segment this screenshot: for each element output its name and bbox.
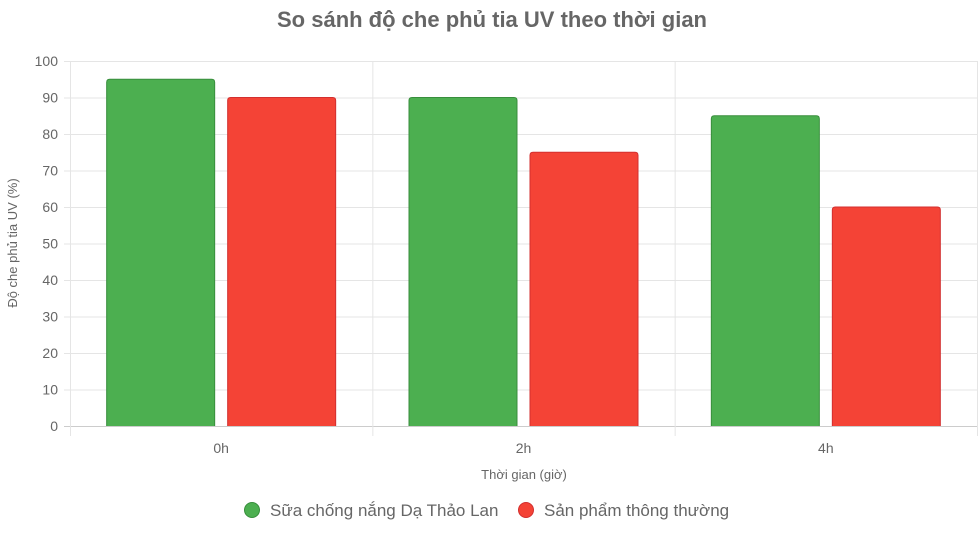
y-tick-label: 80	[42, 126, 58, 142]
bar-4h-series-1	[710, 115, 820, 426]
legend: Sữa chống nắng Dạ Thảo Lan Sản phẩm thông…	[244, 501, 729, 520]
y-tick-label: 20	[42, 345, 58, 361]
bar-2h-series-2	[529, 151, 639, 426]
bar-2h-series-1	[408, 97, 518, 426]
y-axis-label: Độ che phủ tia UV (%)	[5, 178, 20, 307]
x-tick-label: 2h	[516, 440, 532, 456]
bar-0h-series-2	[227, 97, 337, 426]
y-tick-label: 70	[42, 163, 58, 179]
y-tick-label: 10	[42, 382, 58, 398]
legend-marker-icon	[518, 502, 534, 518]
y-tick-label: 0	[50, 418, 58, 434]
legend-marker-icon	[244, 502, 260, 518]
y-tick-label: 30	[42, 309, 58, 325]
x-axis-label: Thời gian (giờ)	[481, 467, 567, 482]
x-tick-label: 0h	[213, 440, 229, 456]
y-tick-label: 50	[42, 236, 58, 252]
bar-4h-series-2	[831, 206, 941, 426]
x-tick-label: 4h	[818, 440, 834, 456]
legend-label: Sản phẩm thông thường	[544, 501, 729, 520]
y-tick-label: 90	[42, 90, 58, 106]
bar-0h-series-1	[106, 78, 216, 426]
chart-title: So sánh độ che phủ tia UV theo thời gian	[277, 7, 707, 32]
legend-label: Sữa chống nắng Dạ Thảo Lan	[270, 501, 498, 520]
y-tick-label: 100	[35, 53, 59, 69]
y-tick-label: 60	[42, 199, 58, 215]
y-tick-label: 40	[42, 272, 58, 288]
